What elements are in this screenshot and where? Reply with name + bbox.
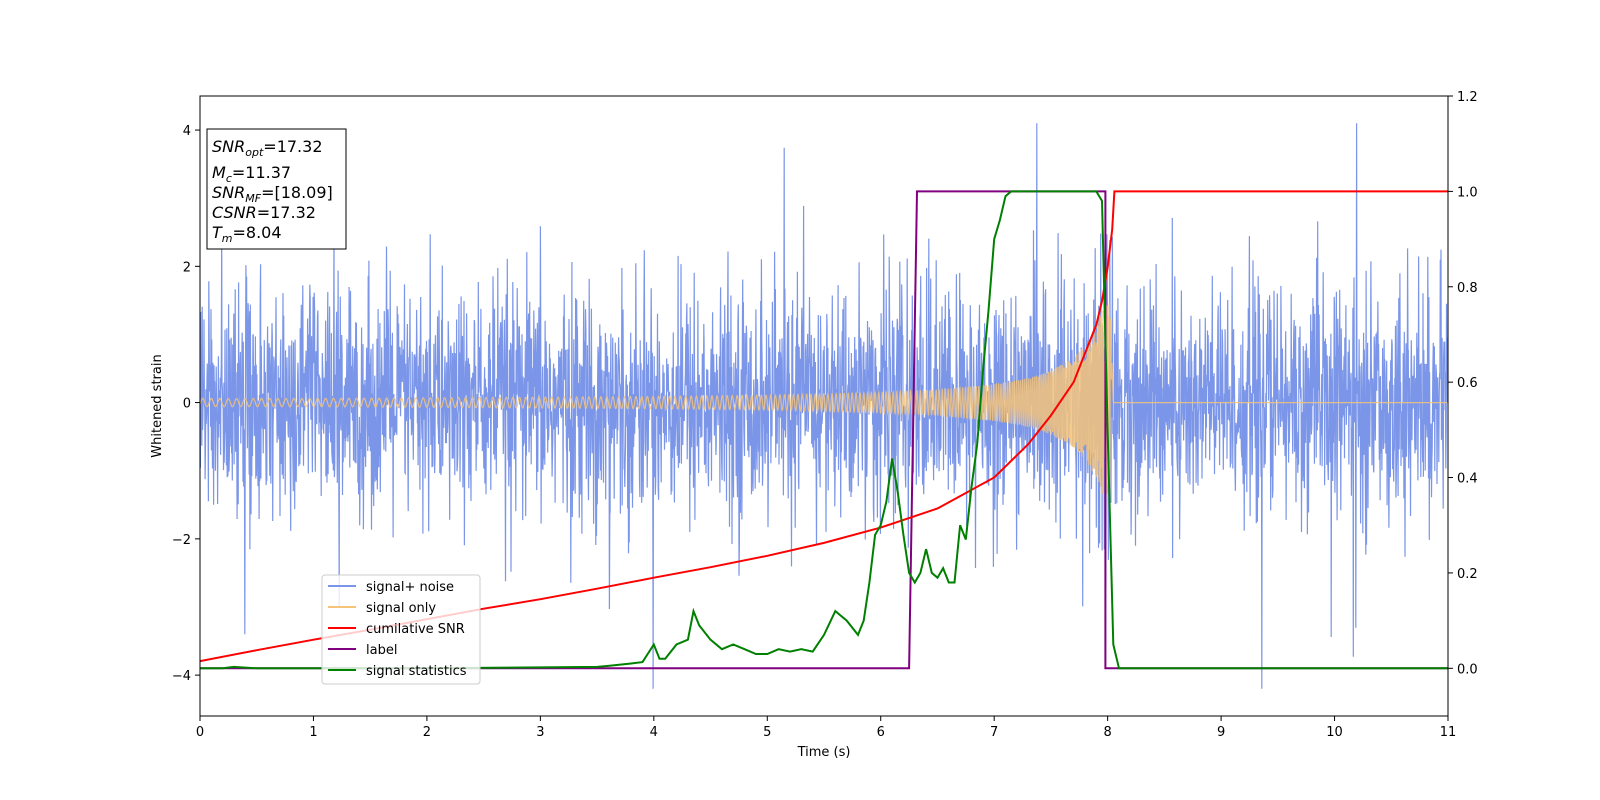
legend-label-cumulative-snr: cumilative SNR [366, 622, 465, 637]
x-tick-label: 10 [1326, 725, 1343, 740]
y-tick-label: 4 [183, 124, 191, 139]
x-tick-label: 5 [763, 725, 771, 740]
legend-label-signal-statistics: signal statistics [366, 664, 467, 679]
series-signal-noise [200, 123, 1448, 689]
x-tick-label: 6 [877, 725, 885, 740]
info-snr-opt: SNRopt=17.32 [212, 137, 323, 159]
x-tick-label: 4 [650, 725, 658, 740]
y-tick-label: −2 [172, 533, 191, 548]
legend-label-signal-only: signal only [366, 601, 436, 616]
x-tick-label: 7 [990, 725, 998, 740]
info-tm: Tm=8.04 [212, 223, 282, 245]
y-tick-label: −4 [172, 669, 191, 684]
y2-tick-label: 0.8 [1457, 281, 1478, 296]
y2-tick-label: 0.4 [1457, 472, 1478, 487]
x-axis-title: Time (s) [797, 745, 851, 760]
ticks-layer: 0 1 2 3 4 5 6 7 8 9 10 11 −4 −2 0 2 4 0.0 0.2 0.4 0.6 0.8 1.0 1… [172, 90, 1478, 740]
legend-frame [321, 574, 481, 685]
x-tick-label: 2 [423, 725, 431, 740]
y-tick-label: 0 [183, 397, 191, 412]
info-snr-mf: SNRMF=[18.09] [212, 183, 333, 205]
info-box: SNRopt=17.32 Mc=11.37 SNRMF=[18.09] CSNR… [206, 128, 347, 250]
info-box-frame [206, 128, 347, 250]
plot-frame [199, 95, 1449, 717]
y2-tick-label: 0.6 [1457, 376, 1478, 391]
x-tick-label: 9 [1217, 725, 1225, 740]
x-tick-label: 3 [536, 725, 544, 740]
y2-tick-label: 0.0 [1457, 662, 1478, 677]
y-tick-label: 2 [183, 260, 191, 275]
x-tick-label: 1 [309, 725, 317, 740]
info-mc: Mc=11.37 [212, 163, 291, 185]
legend-label-label: label [366, 643, 397, 658]
y2-tick-label: 1.0 [1457, 185, 1478, 200]
info-csnr: CSNR=17.32 [212, 203, 316, 222]
series-signal-statistics [200, 190, 1448, 670]
y2-tick-label: 1.2 [1457, 90, 1478, 105]
x-tick-label: 8 [1103, 725, 1111, 740]
y-axis-title: Whitened strain [150, 354, 165, 457]
series-signal-only [200, 302, 1448, 501]
legend: signal+ noise signal only cumilative SNR… [321, 574, 481, 685]
x-tick-label: 11 [1440, 725, 1457, 740]
x-tick-label: 0 [196, 725, 204, 740]
legend-label-signal-noise: signal+ noise [366, 580, 454, 595]
y2-tick-label: 0.2 [1457, 567, 1478, 582]
